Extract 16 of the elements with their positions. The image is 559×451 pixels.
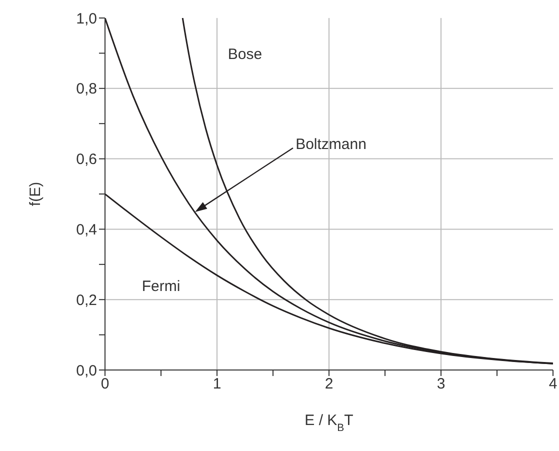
y-tick-label: 0,8 xyxy=(76,80,97,98)
y-tick-label: 1,0 xyxy=(76,10,97,28)
annotation: Boltzmann xyxy=(296,136,366,153)
y-axis-title: f(E) xyxy=(27,182,44,206)
x-tick-label: 2 xyxy=(324,376,334,393)
y-tick-label: 0,2 xyxy=(76,292,97,309)
annotation: Bose xyxy=(228,46,262,63)
x-tick-label: 1 xyxy=(212,376,222,393)
annotation: Fermi xyxy=(142,278,180,295)
y-tick-label: 0,0 xyxy=(76,362,97,380)
x-tick-label: 0 xyxy=(100,376,110,393)
y-tick-label: 0,4 xyxy=(76,222,97,239)
y-tick-label: 0,6 xyxy=(76,151,97,168)
x-tick-label: 4 xyxy=(548,376,558,393)
x-tick-label: 3 xyxy=(436,376,446,393)
x-axis-title: E / K$_{B}$T xyxy=(304,412,354,434)
